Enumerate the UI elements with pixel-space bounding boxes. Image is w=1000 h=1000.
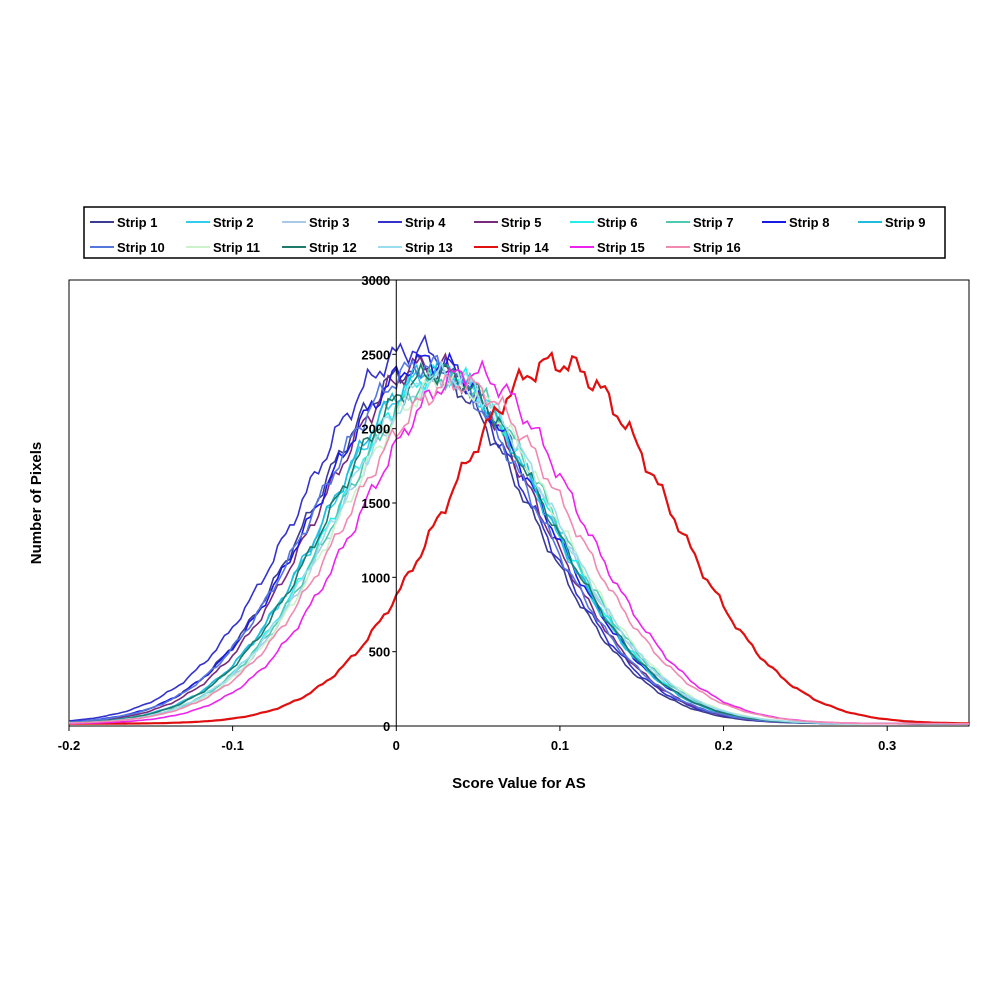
y-tick-label: 1000 xyxy=(361,570,390,585)
series-line-strip-16 xyxy=(68,373,969,725)
y-tick-label: 2500 xyxy=(361,347,390,362)
series-layer xyxy=(68,333,970,725)
legend-label: Strip 13 xyxy=(405,240,453,255)
x-axis-title: Score Value for AS xyxy=(452,775,586,792)
legend-label: Strip 9 xyxy=(885,215,925,230)
series-line-strip-14 xyxy=(69,350,970,725)
y-tick-label: 0 xyxy=(383,719,390,734)
x-tick-label: 0.1 xyxy=(551,738,569,753)
axes: 0 500 1000 1500 2000 2500 3000 -0.2 -0.1 0 0.1 0.2 0… xyxy=(58,273,969,753)
legend-box xyxy=(83,206,946,259)
legend-label: Strip 2 xyxy=(213,215,253,230)
x-tick-label: -0.1 xyxy=(221,738,243,753)
y-tick-label: 2000 xyxy=(361,422,390,437)
y-tick-label: 3000 xyxy=(361,273,390,288)
y-tick-label: 1500 xyxy=(361,496,390,511)
legend-label: Strip 7 xyxy=(693,215,733,230)
legend-label: Strip 4 xyxy=(405,215,446,230)
x-tick-label: 0.3 xyxy=(878,738,896,753)
legend-label: Strip 14 xyxy=(501,240,549,255)
legend-label: Strip 11 xyxy=(213,240,260,255)
legend-label: Strip 10 xyxy=(117,240,165,255)
legend-label: Strip 8 xyxy=(789,215,829,230)
x-tick-label: 0 xyxy=(393,738,400,753)
x-tick-label: -0.2 xyxy=(58,738,80,753)
x-tick-label: 0.2 xyxy=(715,738,733,753)
legend-label: Strip 6 xyxy=(597,215,637,230)
series-line-strip-13 xyxy=(68,360,969,725)
legend-label: Strip 12 xyxy=(309,240,357,255)
legend-label: Strip 3 xyxy=(309,215,349,230)
y-tick-label: 500 xyxy=(369,645,391,660)
legend-label: Strip 5 xyxy=(501,215,541,230)
legend-label: Strip 1 xyxy=(117,215,157,230)
legend-label: Strip 16 xyxy=(693,240,741,255)
legend-label: Strip 15 xyxy=(597,240,645,255)
legend: Strip 1 Strip 2 Strip 3 Strip 4 Strip 5 Strip… xyxy=(83,206,946,259)
y-axis-title: Number of Pixels xyxy=(28,442,45,565)
plot-area xyxy=(68,279,970,727)
